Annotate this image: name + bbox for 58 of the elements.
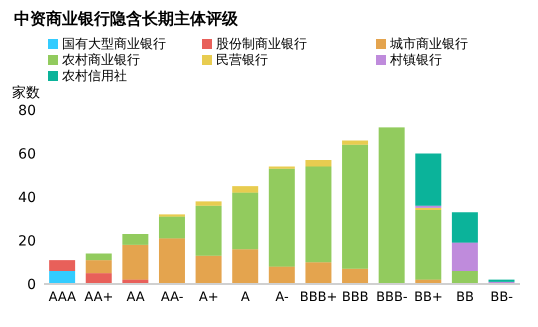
- bar: [452, 270, 478, 284]
- bar: [86, 254, 112, 260]
- y-axis-title: 家数: [11, 84, 41, 102]
- y-tick-label: 80: [18, 102, 36, 119]
- bar: [268, 266, 295, 284]
- bar: [415, 154, 442, 206]
- bar: [415, 210, 442, 280]
- bar: [342, 144, 368, 269]
- x-tick-label: BB: [456, 290, 474, 306]
- x-tick-label: AA-: [160, 290, 184, 306]
- bar: [452, 212, 478, 243]
- bar: [49, 260, 76, 271]
- bar: [305, 166, 332, 262]
- legend-label: 股份制商业银行: [216, 36, 307, 53]
- bar: [232, 186, 258, 193]
- bar: [305, 160, 332, 167]
- legend-label: 民营银行: [216, 52, 268, 69]
- bar: [196, 201, 222, 206]
- x-tick-label: BBB+: [300, 290, 338, 306]
- bar: [86, 260, 112, 274]
- bar: [122, 234, 148, 245]
- x-tick-label: AA+: [84, 290, 114, 306]
- y-tick-label: 0: [27, 276, 36, 293]
- chart-title: 中资商业银行隐含长期主体评级: [13, 8, 239, 30]
- y-tick-label: 20: [18, 233, 36, 250]
- x-tick-label: BBB-: [376, 290, 408, 306]
- bar: [305, 262, 332, 284]
- y-tick-label: 60: [18, 146, 36, 162]
- bar: [268, 168, 295, 267]
- bar: [232, 192, 258, 250]
- x-tick-label: A: [240, 290, 250, 306]
- x-tick-label: AAA: [48, 290, 76, 306]
- legend-label: 村镇银行: [390, 52, 442, 69]
- bar: [158, 238, 185, 284]
- bar: [158, 216, 185, 238]
- legend-label: 农村商业银行: [62, 52, 140, 69]
- bar: [196, 206, 222, 256]
- bar: [122, 244, 148, 280]
- bar: [196, 256, 222, 284]
- legend-label: 农村信用社: [62, 68, 127, 85]
- x-tick-label: BB+: [414, 290, 443, 306]
- y-tick-label: 40: [18, 190, 36, 206]
- bar: [232, 249, 258, 284]
- x-tick-label: AA: [126, 290, 145, 306]
- bar: [342, 268, 368, 284]
- x-tick-label: BB-: [490, 290, 514, 306]
- bar: [415, 208, 442, 210]
- bar: [378, 127, 405, 284]
- legend-label: 国有大型商业银行: [62, 36, 166, 53]
- x-tick-label: A+: [198, 290, 219, 306]
- x-tick-label: A-: [275, 290, 289, 306]
- legend-label: 城市商业银行: [390, 36, 468, 53]
- bar: [452, 242, 478, 271]
- x-tick-label: BBB: [342, 290, 369, 306]
- bar: [49, 270, 76, 284]
- bar: [342, 140, 368, 145]
- bar: [158, 214, 185, 217]
- bar: [86, 273, 112, 284]
